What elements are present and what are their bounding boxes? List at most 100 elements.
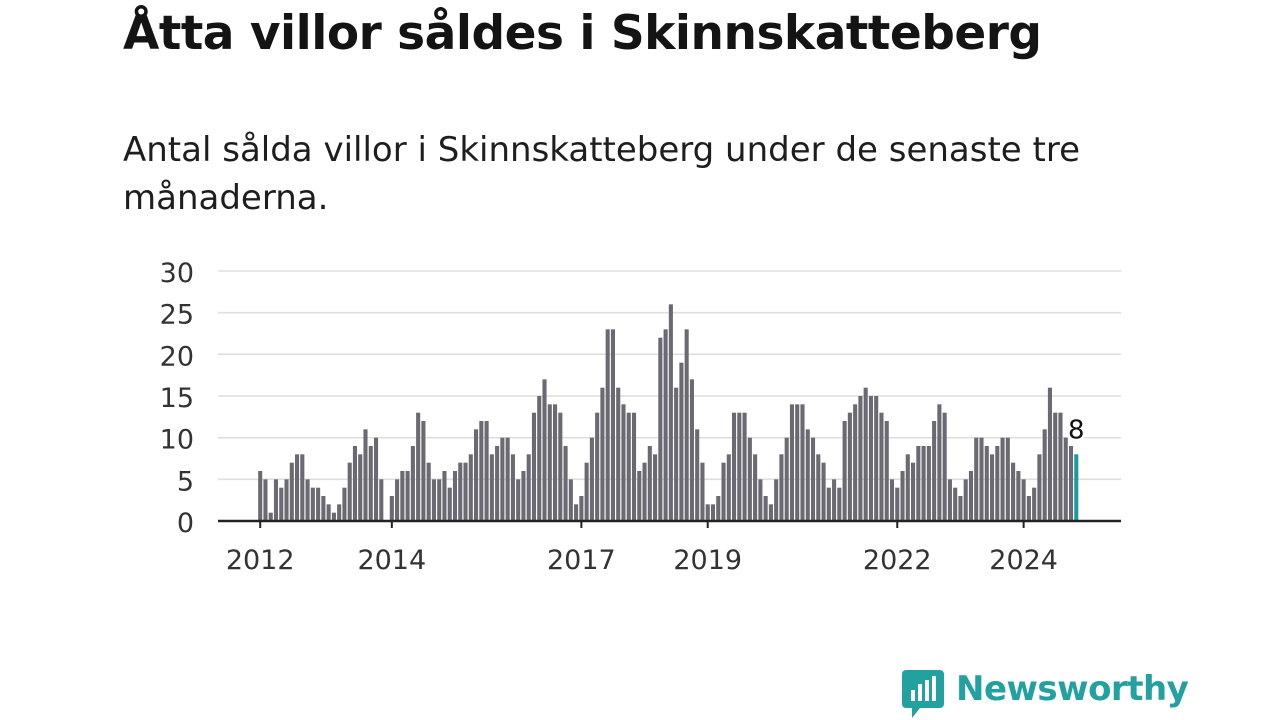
- bar: [889, 479, 895, 521]
- bar: [679, 362, 684, 521]
- bar: [326, 504, 331, 521]
- bar: [968, 471, 974, 521]
- y-tick-label: 25: [160, 300, 194, 331]
- bar: [826, 487, 831, 521]
- bar: [605, 329, 610, 521]
- bar: [974, 437, 979, 521]
- bar: [452, 471, 458, 521]
- bar: [642, 462, 647, 521]
- bar: [595, 412, 600, 521]
- y-tick-label: 10: [160, 425, 194, 456]
- bar: [684, 329, 689, 521]
- bar: [911, 462, 916, 521]
- bar: [1026, 496, 1031, 521]
- bar: [805, 429, 810, 521]
- bar: [663, 329, 668, 521]
- bar-chart: 0 5 10 15 20 25 30 2012 2014 2017 2019 2022 2024 8: [160, 258, 1121, 576]
- bar: [547, 404, 552, 521]
- bar: [716, 496, 721, 521]
- bar: [426, 462, 431, 521]
- bar: [458, 462, 463, 521]
- chart-title: Åtta villor såldes i Skinnskatteberg: [123, 6, 1042, 61]
- bar: [984, 446, 989, 521]
- bar: [616, 387, 621, 521]
- bar: [847, 412, 852, 521]
- x-tick-label: 2014: [357, 545, 426, 576]
- bar: [653, 454, 658, 521]
- bar: [500, 437, 505, 521]
- bar: [937, 404, 942, 521]
- bar: [842, 421, 847, 521]
- bar: [1000, 437, 1005, 521]
- bar: [279, 487, 284, 521]
- bar: [421, 421, 426, 521]
- bar: [331, 512, 336, 521]
- bar: [631, 412, 637, 521]
- bar: [574, 504, 579, 521]
- bar: [789, 404, 795, 521]
- bar: [916, 446, 921, 521]
- bar: [800, 404, 805, 521]
- bar: [695, 429, 700, 521]
- bar: [732, 412, 737, 521]
- newsworthy-logo: Newsworthy: [902, 669, 1189, 720]
- bar: [668, 304, 673, 521]
- bar: [258, 471, 263, 521]
- data-labels: 8: [1066, 413, 1088, 448]
- bar: [763, 496, 768, 521]
- bar: [373, 437, 379, 521]
- bar: [474, 429, 479, 521]
- bar: [489, 454, 494, 521]
- y-tick-label: 0: [177, 508, 194, 539]
- bar: [963, 479, 968, 521]
- bar: [737, 412, 742, 521]
- bar: [905, 454, 910, 521]
- bar: [589, 437, 594, 521]
- bar: [626, 412, 631, 521]
- bar: [816, 454, 821, 521]
- bar: [784, 437, 789, 521]
- bar: [884, 421, 889, 521]
- y-tick-label: 15: [160, 383, 194, 414]
- bar: [621, 404, 626, 521]
- bar: [742, 412, 747, 521]
- bar: [316, 487, 321, 521]
- bar: [410, 446, 415, 521]
- bar: [721, 462, 726, 521]
- bar: [1047, 387, 1052, 521]
- bar: [379, 479, 384, 521]
- bar: [431, 479, 436, 521]
- bar: [1042, 429, 1047, 521]
- bar: [273, 479, 279, 521]
- bar: [958, 496, 963, 521]
- bar: [705, 504, 710, 521]
- bar: [747, 437, 752, 521]
- bar: [753, 454, 758, 521]
- bar: [342, 487, 347, 521]
- bar: [942, 412, 947, 521]
- bar: [1032, 487, 1037, 521]
- bar: [758, 479, 763, 521]
- bar: [1011, 462, 1016, 521]
- bar: [584, 462, 589, 521]
- bar: [1068, 446, 1074, 521]
- bar: [437, 479, 442, 521]
- bar: [295, 454, 300, 521]
- bar: [1021, 479, 1026, 521]
- bar: [537, 396, 542, 521]
- bar: [768, 504, 773, 521]
- bar: [863, 387, 868, 521]
- bar: [610, 329, 615, 521]
- bar: [305, 479, 310, 521]
- bar: [858, 396, 863, 521]
- bar: [868, 396, 873, 521]
- bar: [542, 379, 547, 521]
- bar: [352, 446, 358, 521]
- bar: [700, 462, 705, 521]
- bar: [637, 471, 642, 521]
- bar: [505, 437, 510, 521]
- bar: [810, 437, 816, 521]
- bar: [689, 379, 694, 521]
- bar: [853, 404, 858, 521]
- bar: [979, 437, 984, 521]
